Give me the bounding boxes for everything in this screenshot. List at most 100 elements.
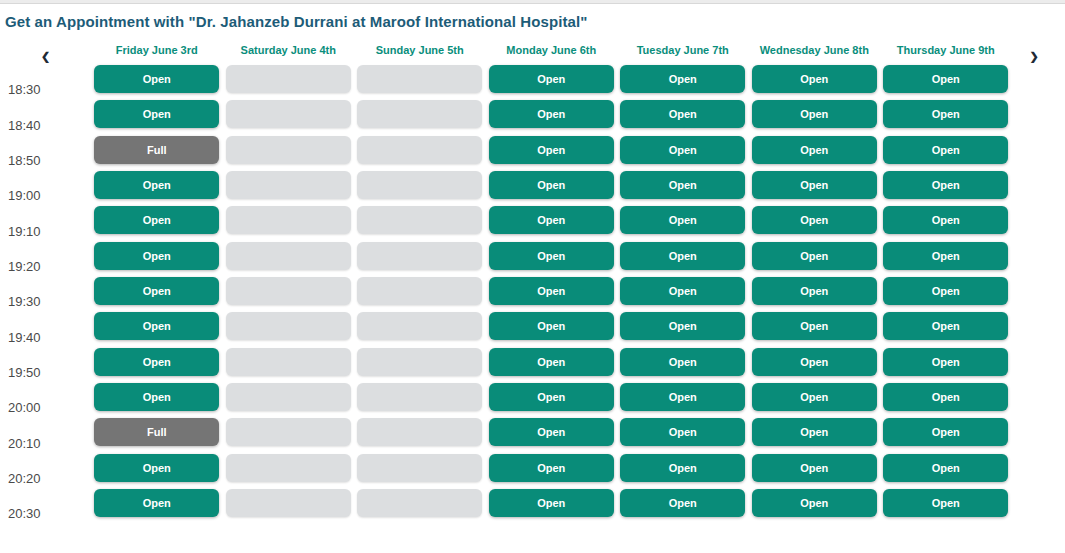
slot-cell: Open xyxy=(880,277,1012,312)
time-label: 18:50 xyxy=(0,136,91,171)
slot-cell: Open xyxy=(486,418,618,453)
slot-button-open[interactable]: Open xyxy=(620,100,745,128)
slot-button-open[interactable]: Open xyxy=(489,348,614,376)
slot-button-open[interactable]: Open xyxy=(489,206,614,234)
time-label: 20:00 xyxy=(0,383,91,418)
slot-cell: Open xyxy=(880,312,1012,347)
slot-cell: Open xyxy=(91,489,223,524)
slot-button-open[interactable]: Open xyxy=(620,206,745,234)
slot-cell: Open xyxy=(617,312,749,347)
slot-button-open[interactable]: Open xyxy=(489,100,614,128)
row-spacer xyxy=(1012,418,1057,453)
slot-cell: Open xyxy=(617,136,749,171)
slot-cell: Open xyxy=(486,277,618,312)
slot-cell: Open xyxy=(617,171,749,206)
slot-button-open[interactable]: Open xyxy=(620,383,745,411)
slot-button-open[interactable]: Open xyxy=(489,312,614,340)
slot-button-open[interactable]: Open xyxy=(752,312,877,340)
slot-cell: Open xyxy=(617,100,749,135)
slot-button-open[interactable]: Open xyxy=(94,489,219,517)
slot-cell: Open xyxy=(617,489,749,524)
slot-button-open[interactable]: Open xyxy=(489,277,614,305)
slot-button-open[interactable]: Open xyxy=(489,242,614,270)
slot-button-open[interactable]: Open xyxy=(94,242,219,270)
slot-button-open[interactable]: Open xyxy=(752,277,877,305)
slot-cell: Open xyxy=(617,65,749,100)
slot-button-open[interactable]: Open xyxy=(883,277,1008,305)
slot-button-open[interactable]: Open xyxy=(489,65,614,93)
slot-button-open[interactable]: Open xyxy=(883,383,1008,411)
slot-button-open[interactable]: Open xyxy=(883,100,1008,128)
slot-button-open[interactable]: Open xyxy=(883,454,1008,482)
slot-button-open[interactable]: Open xyxy=(883,206,1008,234)
row-spacer xyxy=(1012,100,1057,135)
slot-button-open[interactable]: Open xyxy=(752,348,877,376)
slot-button-open[interactable]: Open xyxy=(752,454,877,482)
slot-button-open[interactable]: Open xyxy=(883,136,1008,164)
slot-button-open[interactable]: Open xyxy=(883,312,1008,340)
slot-button-open[interactable]: Open xyxy=(489,171,614,199)
slot-button-open[interactable]: Open xyxy=(752,65,877,93)
slot-button-open[interactable]: Open xyxy=(620,136,745,164)
day-header: Tuesday June 7th xyxy=(617,41,749,65)
slot-cell: Open xyxy=(486,206,618,241)
slot-button-open[interactable]: Open xyxy=(752,206,877,234)
slot-button-open[interactable]: Open xyxy=(489,136,614,164)
slot-button-open[interactable]: Open xyxy=(489,454,614,482)
slot-cell: Open xyxy=(91,277,223,312)
slot-cell: Open xyxy=(91,100,223,135)
slot-button-open[interactable]: Open xyxy=(752,489,877,517)
slot-button-open[interactable]: Open xyxy=(620,489,745,517)
slot-button-open[interactable]: Open xyxy=(752,383,877,411)
slot-button-open[interactable]: Open xyxy=(752,100,877,128)
slot-cell xyxy=(354,489,486,524)
slot-button-open[interactable]: Open xyxy=(94,65,219,93)
slot-button-open[interactable]: Open xyxy=(620,65,745,93)
slot-button-open[interactable]: Open xyxy=(883,171,1008,199)
slot-button-open[interactable]: Open xyxy=(620,171,745,199)
slot-cell: Open xyxy=(749,277,881,312)
slot-button-open[interactable]: Open xyxy=(620,418,745,446)
slot-cell: Open xyxy=(749,454,881,489)
slot-button-open[interactable]: Open xyxy=(94,383,219,411)
slot-button-open[interactable]: Open xyxy=(752,136,877,164)
slot-cell: Open xyxy=(749,206,881,241)
slot-button-open[interactable]: Open xyxy=(489,418,614,446)
slot-cell xyxy=(223,312,355,347)
day-header: Wednesday June 8th xyxy=(749,41,881,65)
slot-button-open[interactable]: Open xyxy=(620,348,745,376)
time-label: 19:00 xyxy=(0,171,91,206)
slot-button-open[interactable]: Open xyxy=(752,242,877,270)
time-label: 19:10 xyxy=(0,206,91,241)
slot-button-open[interactable]: Open xyxy=(94,277,219,305)
slot-cell: Open xyxy=(617,418,749,453)
slot-button-open[interactable]: Open xyxy=(489,383,614,411)
slot-button-open[interactable]: Open xyxy=(620,312,745,340)
slot-button-open[interactable]: Open xyxy=(883,489,1008,517)
slot-button-open[interactable]: Open xyxy=(883,348,1008,376)
slot-button-open[interactable]: Open xyxy=(94,454,219,482)
slot-cell xyxy=(354,348,486,383)
slot-button-open[interactable]: Open xyxy=(752,171,877,199)
top-border xyxy=(0,0,1065,4)
slot-button-open[interactable]: Open xyxy=(752,418,877,446)
slot-button-open[interactable]: Open xyxy=(883,65,1008,93)
slot-button-open[interactable]: Open xyxy=(883,418,1008,446)
slot-button-open[interactable]: Open xyxy=(620,242,745,270)
slot-button-unavailable xyxy=(226,348,351,376)
slot-button-unavailable xyxy=(357,489,482,517)
slot-cell xyxy=(354,312,486,347)
chevron-left-icon[interactable]: ❮ xyxy=(37,49,54,64)
slot-button-open[interactable]: Open xyxy=(883,242,1008,270)
time-label: 20:30 xyxy=(0,489,91,524)
slot-button-open[interactable]: Open xyxy=(94,171,219,199)
slot-button-open[interactable]: Open xyxy=(94,312,219,340)
slot-button-open[interactable]: Open xyxy=(620,277,745,305)
slot-button-open[interactable]: Open xyxy=(94,348,219,376)
slot-button-open[interactable]: Open xyxy=(620,454,745,482)
chevron-right-icon[interactable]: ❯ xyxy=(1025,49,1042,64)
slot-button-open[interactable]: Open xyxy=(94,100,219,128)
slot-cell xyxy=(354,277,486,312)
slot-button-open[interactable]: Open xyxy=(489,489,614,517)
slot-button-open[interactable]: Open xyxy=(94,206,219,234)
